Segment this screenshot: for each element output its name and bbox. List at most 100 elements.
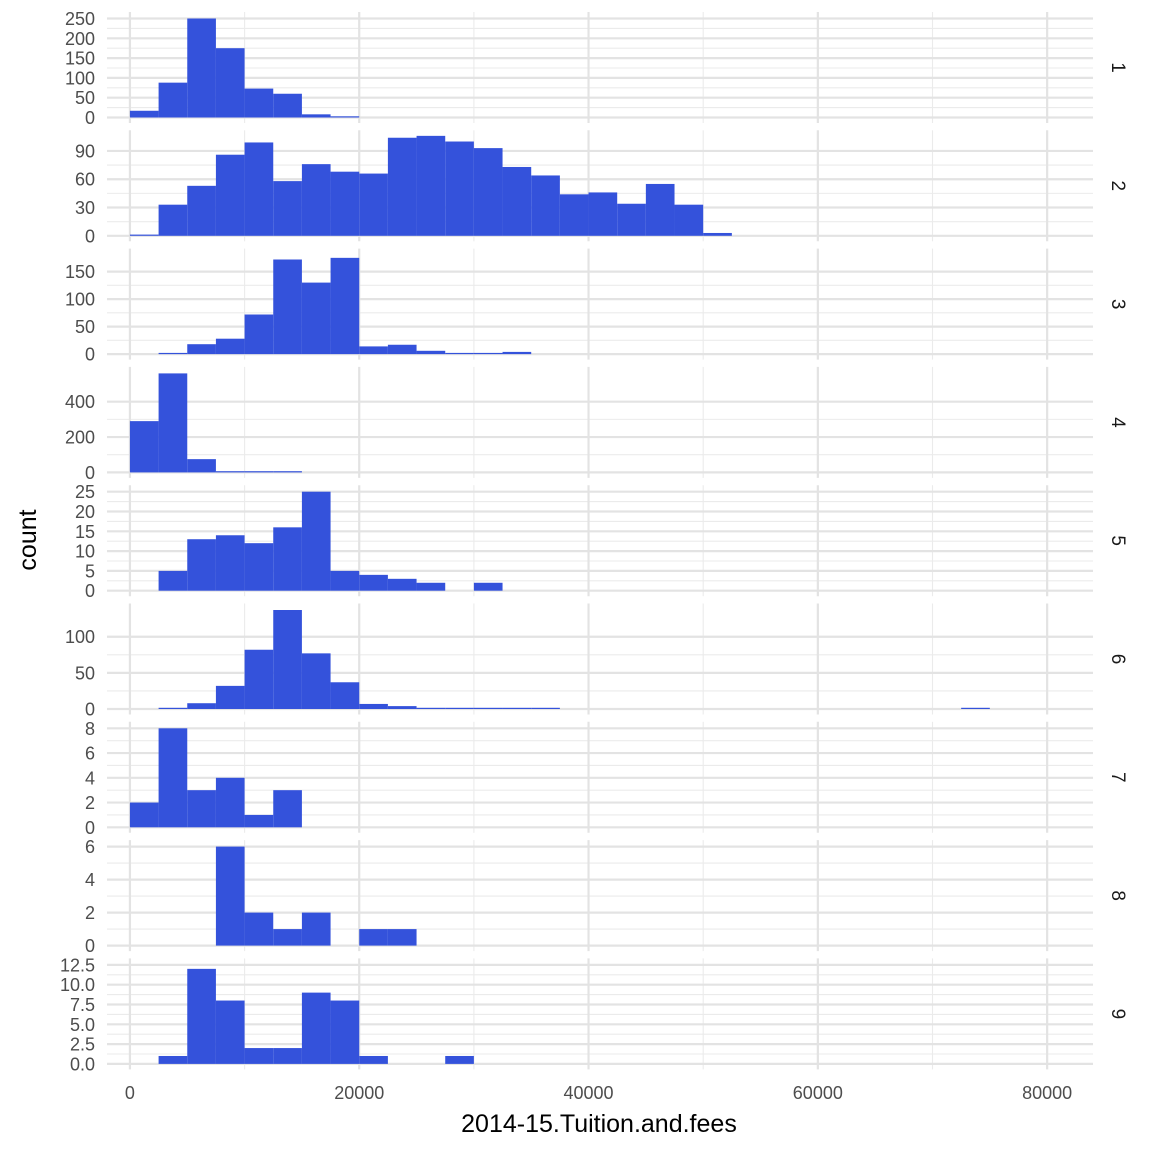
histogram-bar bbox=[273, 471, 302, 473]
histogram-bar bbox=[301, 653, 331, 709]
histogram-bar bbox=[273, 93, 302, 118]
histogram-bar bbox=[215, 535, 245, 591]
y-tick-label: 50 bbox=[75, 663, 95, 683]
facet-strip-label: 6 bbox=[1107, 654, 1128, 665]
y-tick-label: 30 bbox=[75, 198, 95, 218]
histogram-bar bbox=[273, 610, 302, 709]
y-tick-label: 15 bbox=[75, 522, 95, 542]
histogram-bar bbox=[445, 141, 474, 236]
histogram-bar bbox=[244, 471, 274, 473]
histogram-bar bbox=[187, 344, 216, 355]
facet-strip-label: 3 bbox=[1107, 299, 1128, 310]
histogram-bar bbox=[244, 543, 274, 591]
histogram-bar bbox=[645, 183, 675, 236]
histogram-bar bbox=[301, 491, 331, 591]
facet-strip-label: 8 bbox=[1107, 890, 1128, 901]
y-tick-label: 12.5 bbox=[60, 955, 95, 975]
facet-strip-label: 2 bbox=[1107, 181, 1128, 192]
y-tick-label: 0 bbox=[85, 818, 95, 838]
x-tick-label: 0 bbox=[125, 1083, 135, 1103]
histogram-bar bbox=[273, 1048, 302, 1064]
histogram-bar bbox=[416, 582, 446, 591]
histogram-bar bbox=[502, 166, 532, 236]
y-tick-label: 5.0 bbox=[70, 1015, 95, 1035]
histogram-bar bbox=[445, 707, 474, 709]
histogram-bar bbox=[301, 912, 331, 946]
histogram-bar bbox=[301, 992, 331, 1064]
y-tick-label: 25 bbox=[75, 482, 95, 502]
panel-8: 0 2 4 6 8 bbox=[85, 837, 1128, 956]
panel-7: 0 2 4 6 8 7 bbox=[85, 719, 1128, 838]
y-tick-label: 2 bbox=[85, 903, 95, 923]
histogram-bar bbox=[273, 181, 302, 236]
y-tick-label: 6 bbox=[85, 744, 95, 764]
histogram-bar bbox=[301, 114, 331, 118]
histogram-bar bbox=[273, 790, 302, 828]
histogram-bar bbox=[359, 173, 388, 236]
histogram-bar bbox=[187, 459, 216, 473]
y-tick-label: 7.5 bbox=[70, 995, 95, 1015]
y-tick-label: 60 bbox=[75, 170, 95, 190]
histogram-bar bbox=[473, 352, 503, 355]
histogram-bar bbox=[187, 18, 216, 118]
histogram-bar bbox=[129, 110, 159, 118]
histogram-bar bbox=[158, 728, 188, 828]
histogram-bar bbox=[129, 802, 159, 828]
facet-strip-label: 1 bbox=[1107, 62, 1128, 73]
y-tick-label: 50 bbox=[75, 88, 95, 108]
x-tick-label: 80000 bbox=[1022, 1083, 1072, 1103]
histogram-bar bbox=[158, 570, 188, 591]
y-tick-label: 10.0 bbox=[60, 975, 95, 995]
histogram-bar bbox=[158, 707, 188, 709]
facet-strip-label: 7 bbox=[1107, 772, 1128, 783]
histogram-bar bbox=[387, 929, 417, 946]
panels-layer: 0501001502002501030609020501001503020040… bbox=[60, 9, 1128, 1074]
x-axis: 0 20000 40000 60000 80000 bbox=[125, 1083, 1072, 1103]
y-tick-label: 250 bbox=[65, 9, 95, 29]
y-tick-label: 4 bbox=[85, 768, 95, 788]
histogram-bar bbox=[359, 703, 388, 709]
y-tick-label: 50 bbox=[75, 317, 95, 337]
histogram-bar bbox=[301, 164, 331, 236]
y-tick-label: 200 bbox=[65, 428, 95, 448]
histogram-bar bbox=[244, 314, 274, 355]
facet-strip-label: 5 bbox=[1107, 535, 1128, 546]
y-tick-label: 8 bbox=[85, 719, 95, 739]
y-tick-label: 100 bbox=[65, 68, 95, 88]
histogram-bar bbox=[129, 421, 159, 473]
x-tick-label: 40000 bbox=[564, 1083, 614, 1103]
y-tick-label: 100 bbox=[65, 627, 95, 647]
histogram-bar bbox=[674, 204, 704, 236]
panel-4: 0 200 400 4 bbox=[65, 366, 1128, 483]
histogram-bar bbox=[244, 814, 274, 828]
y-tick-label: 6 bbox=[85, 837, 95, 857]
facet-strip-label: 4 bbox=[1107, 417, 1128, 428]
y-tick-label: 150 bbox=[65, 49, 95, 69]
histogram-bar bbox=[187, 539, 216, 591]
histogram-bar bbox=[416, 135, 446, 236]
y-tick-label: 150 bbox=[65, 262, 95, 282]
histogram-bar bbox=[588, 192, 618, 236]
histogram-bar bbox=[473, 148, 503, 236]
y-tick-label: 2 bbox=[85, 793, 95, 813]
y-tick-label: 0 bbox=[85, 581, 95, 601]
facet-strip-label: 9 bbox=[1107, 1009, 1128, 1020]
histogram-bar bbox=[330, 570, 360, 591]
panel-3: 0 50 100 150 3 bbox=[65, 248, 1128, 365]
histogram-bar bbox=[158, 204, 188, 236]
histogram-bar bbox=[215, 338, 245, 355]
histogram-bar bbox=[502, 707, 532, 709]
histogram-bar bbox=[473, 707, 503, 709]
histogram-bar bbox=[961, 707, 990, 709]
y-tick-label: 0 bbox=[85, 345, 95, 365]
histogram-bar bbox=[387, 706, 417, 709]
histogram-bar bbox=[301, 282, 331, 355]
histogram-bar bbox=[445, 352, 474, 355]
y-tick-label: 5 bbox=[85, 561, 95, 581]
y-tick-label: 400 bbox=[65, 392, 95, 412]
histogram-bar bbox=[215, 154, 245, 236]
y-axis-title: count bbox=[14, 509, 42, 570]
histogram-bar bbox=[359, 346, 388, 355]
